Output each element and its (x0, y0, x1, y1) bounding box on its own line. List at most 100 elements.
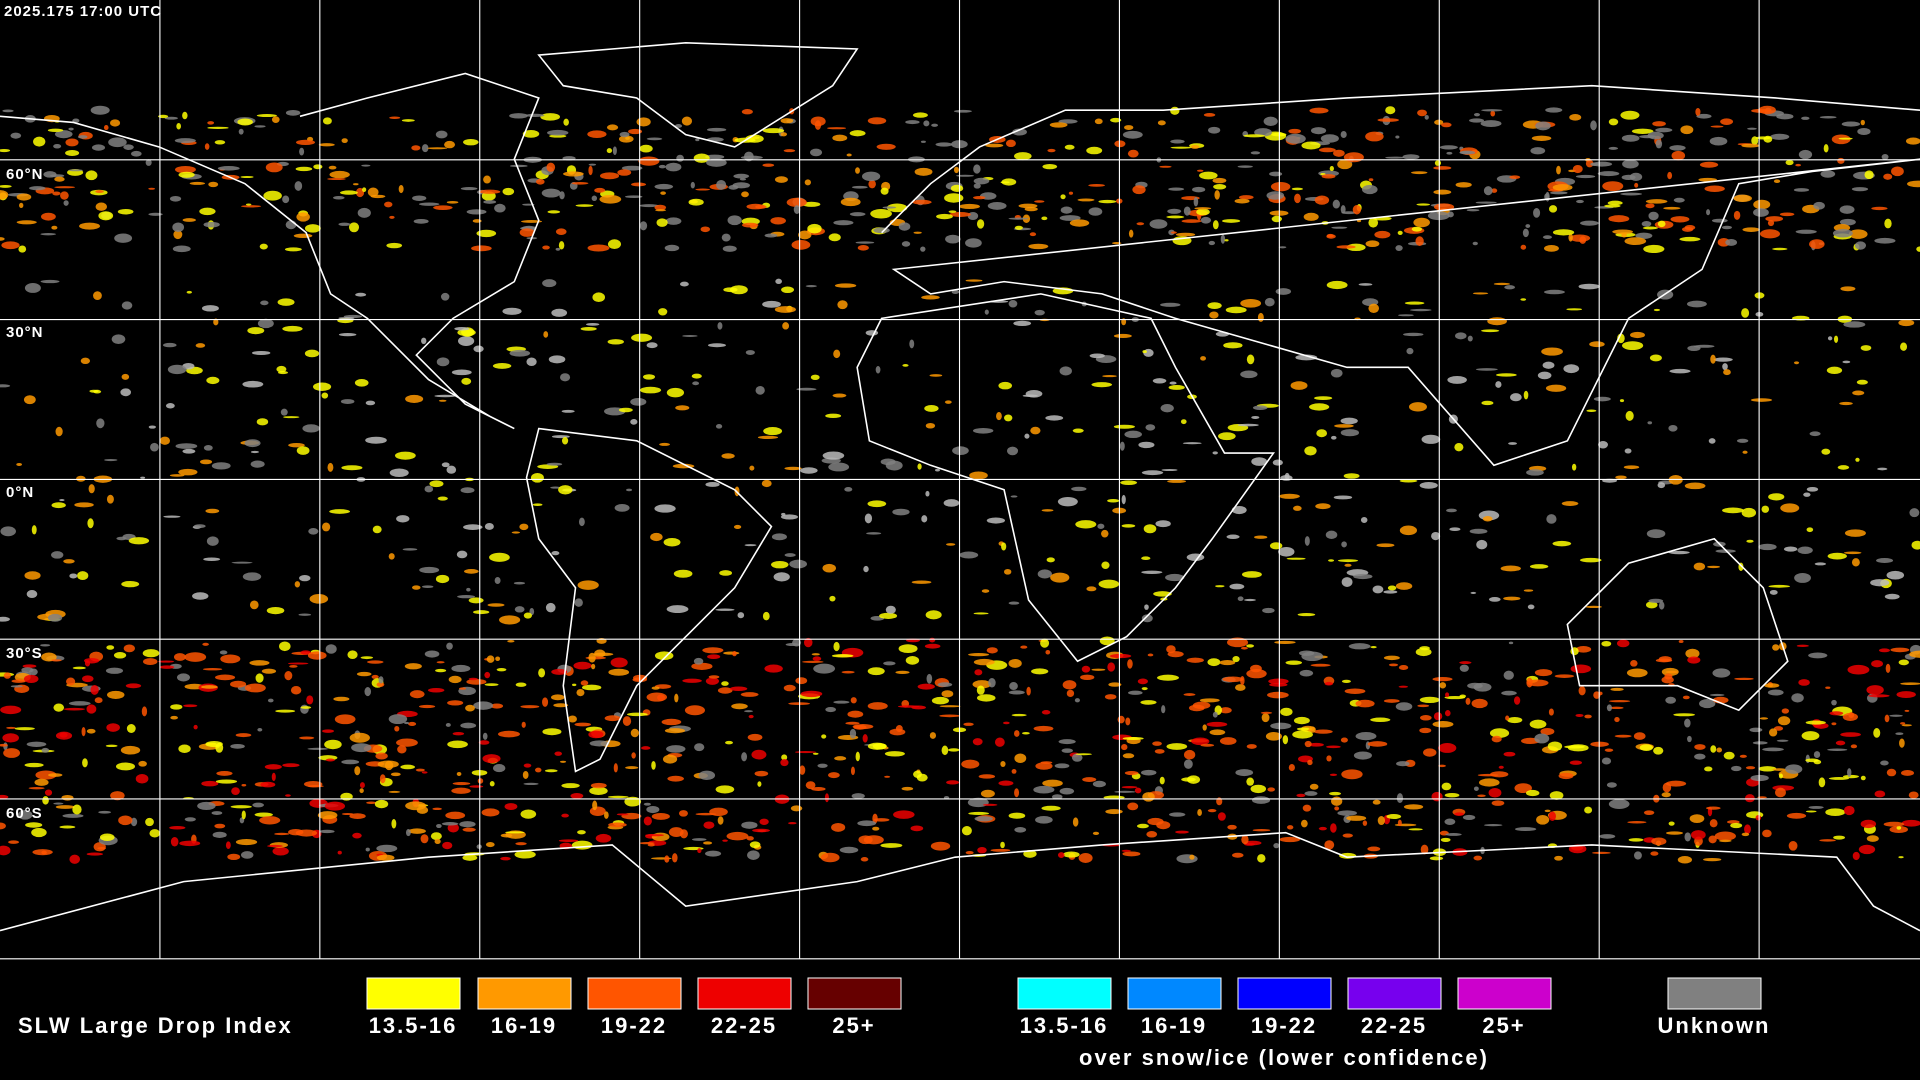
cloud-pixel (374, 799, 389, 809)
cloud-pixel (1739, 754, 1747, 758)
cloud-pixel (781, 286, 795, 294)
cloud-pixel (1763, 135, 1773, 143)
cloud-pixel (199, 207, 216, 216)
cloud-pixel (1635, 232, 1653, 239)
cloud-pixel (298, 613, 312, 616)
cloud-pixel (1608, 699, 1631, 703)
latitude-label: 30°N (6, 324, 44, 341)
cloud-pixel (706, 158, 727, 167)
cloud-pixel (1791, 693, 1804, 703)
greenland (537, 42, 859, 148)
cloud-pixel (1493, 282, 1510, 286)
cloud-pixel (1630, 331, 1645, 339)
cloud-pixel (519, 228, 535, 237)
cloud-pixel (1429, 856, 1444, 861)
cloud-pixel (1269, 542, 1283, 550)
cloud-pixel (833, 349, 841, 359)
cloud-pixel (929, 637, 936, 643)
cloud-pixel (169, 826, 186, 830)
cloud-pixel (762, 300, 782, 308)
cloud-pixel (1803, 492, 1811, 497)
cloud-pixel (642, 374, 656, 380)
cloud-pixel (1238, 195, 1254, 200)
cloud-pixel (365, 400, 376, 406)
cloud-pixel (814, 120, 822, 130)
cloud-pixel (1301, 141, 1321, 150)
cloud-pixel (1071, 486, 1087, 492)
cloud-pixel (1341, 769, 1363, 780)
cloud-pixel (214, 823, 226, 829)
cloud-pixel (0, 148, 11, 153)
cloud-pixel (495, 656, 501, 662)
cloud-pixel (1699, 161, 1719, 168)
cloud-pixel (1149, 219, 1168, 229)
cloud-pixel (587, 244, 610, 252)
cloud-pixel (1527, 604, 1535, 610)
cloud-pixel (592, 292, 606, 302)
cloud-pixel (398, 184, 404, 194)
cloud-pixel (1029, 232, 1037, 237)
cloud-pixel (1769, 728, 1778, 737)
cloud-pixel (40, 232, 57, 236)
cloud-pixel (170, 715, 178, 720)
cloud-pixel (110, 791, 125, 801)
cloud-pixel (1504, 285, 1516, 290)
cloud-pixel (1820, 170, 1836, 178)
cloud-pixel (1604, 204, 1621, 208)
cloud-pixel (1585, 605, 1602, 609)
cloud-pixel (1329, 166, 1334, 172)
cloud-pixel (745, 350, 755, 355)
cloud-pixel (327, 462, 334, 472)
cloud-pixel (1723, 369, 1731, 376)
cloud-pixel (1250, 151, 1261, 155)
cloud-pixel (1314, 195, 1330, 205)
cloud-pixel (359, 788, 364, 794)
cloud-pixel (1741, 507, 1757, 518)
cloud-pixel (1459, 664, 1469, 672)
cloud-pixel (690, 181, 695, 189)
cloud-pixel (741, 191, 749, 198)
cloud-pixel (1217, 812, 1226, 821)
cloud-pixel (664, 855, 670, 863)
cloud-pixel (1003, 414, 1013, 422)
cloud-pixel (1421, 434, 1441, 444)
cloud-pixel (394, 725, 400, 732)
cloud-pixel (51, 225, 58, 230)
cloud-pixel (289, 665, 298, 668)
cloud-pixel (1576, 199, 1584, 204)
cloud-pixel (405, 828, 411, 837)
cloud-pixel (1440, 837, 1451, 842)
cloud-pixel (901, 786, 914, 791)
cloud-pixel (1905, 137, 1920, 145)
cloud-pixel (522, 130, 540, 138)
cloud-pixel (1014, 826, 1027, 833)
cloud-pixel (1744, 824, 1751, 835)
cloud-pixel (1852, 851, 1860, 861)
cloud-pixel (1831, 722, 1837, 726)
cloud-pixel (366, 801, 377, 804)
cloud-pixel (849, 728, 857, 739)
cloud-pixel (723, 651, 740, 655)
cloud-pixel (1396, 761, 1410, 767)
cloud-pixel (123, 644, 135, 653)
cloud-pixel (946, 780, 960, 785)
cloud-pixel (1621, 232, 1627, 238)
cloud-pixel (1641, 221, 1652, 227)
cloud-pixel (845, 721, 860, 725)
cloud-pixel (548, 355, 566, 364)
cloud-pixel (1624, 448, 1632, 454)
cloud-pixel (1114, 790, 1136, 793)
cloud-pixel (408, 721, 417, 726)
cloud-pixel (1677, 855, 1693, 864)
cloud-pixel (1251, 415, 1260, 419)
cloud-pixel (203, 557, 221, 562)
cloud-pixel (1141, 769, 1157, 776)
cloud-pixel (167, 364, 187, 375)
cloud-pixel (589, 786, 608, 795)
cloud-pixel (1042, 779, 1063, 787)
cloud-pixel (329, 170, 350, 179)
cloud-pixel (179, 840, 201, 847)
cloud-pixel (1008, 659, 1022, 668)
cloud-pixel (1884, 593, 1900, 600)
